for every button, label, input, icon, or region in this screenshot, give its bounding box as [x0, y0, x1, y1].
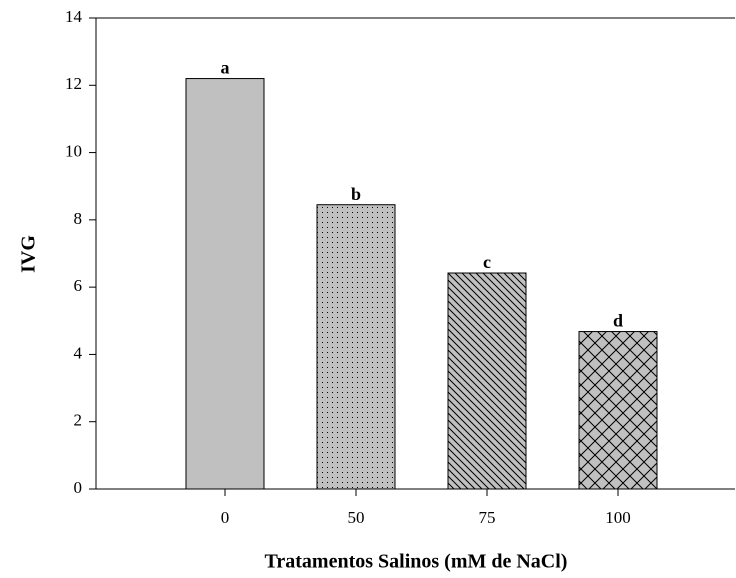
y-tick-label: 2 — [74, 411, 83, 430]
bar — [578, 331, 658, 490]
y-tick-label: 14 — [65, 7, 83, 26]
y-tick-label: 4 — [74, 343, 83, 362]
x-tick-label: 75 — [479, 508, 496, 527]
y-tick-label: 6 — [74, 276, 83, 295]
x-tick-label: 50 — [348, 508, 365, 527]
bar-annotation: c — [483, 252, 491, 272]
y-axis-label: IVG — [18, 235, 40, 273]
bar-annotation: b — [351, 184, 361, 204]
y-tick-label: 8 — [74, 209, 83, 228]
bar — [316, 204, 396, 490]
y-tick-label: 0 — [74, 478, 83, 497]
y-tick-label: 10 — [65, 141, 82, 160]
x-axis-label: Tratamentos Salinos (mM de NaCl) — [265, 551, 568, 573]
y-tick-label: 12 — [65, 74, 82, 93]
bar-annotation: a — [221, 58, 230, 78]
x-tick-label: 0 — [221, 508, 230, 527]
bar — [447, 272, 527, 490]
x-tick-label: 100 — [605, 508, 631, 527]
bar-annotation: d — [613, 311, 623, 331]
bar — [185, 78, 265, 490]
